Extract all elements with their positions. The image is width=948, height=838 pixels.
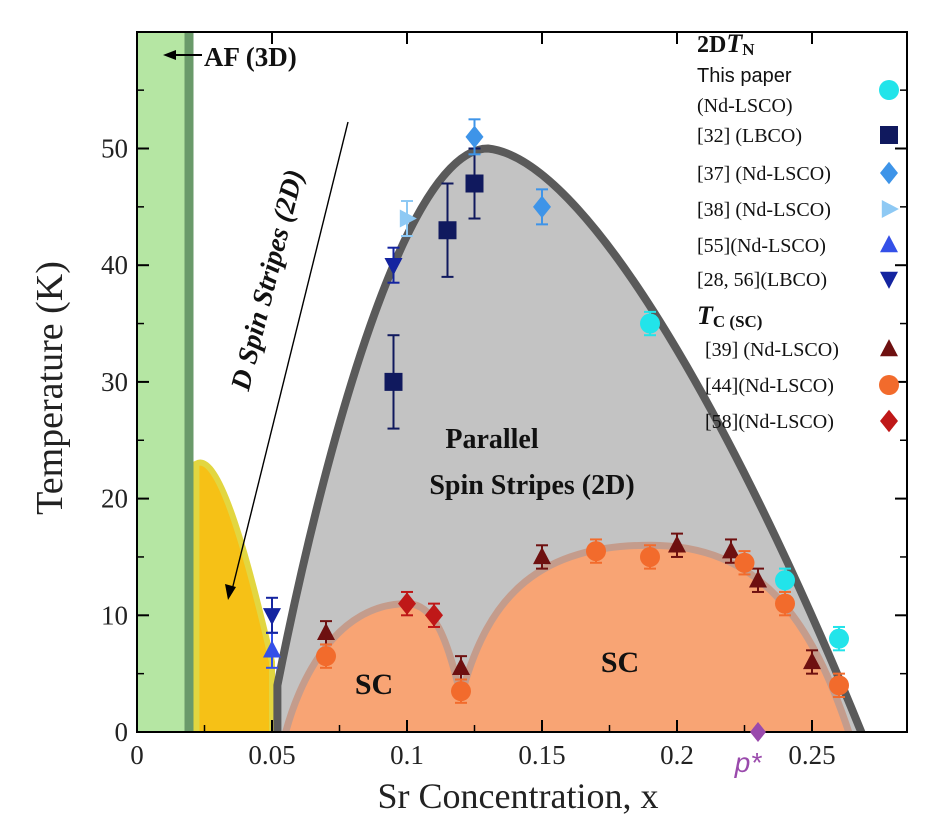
y-tick-label: 20 [101, 484, 128, 514]
series-7 [316, 538, 849, 704]
data-point [316, 646, 336, 667]
legend-marker [880, 339, 898, 357]
af-3d-label: AF (3D) [204, 42, 297, 72]
series-2 [465, 118, 551, 226]
legend-marker [880, 409, 898, 433]
legend-label: This paper [697, 65, 792, 87]
x-axis-ticks: 0 0.05 0.1 0.15 0.2 0.25 [130, 32, 836, 770]
data-point [586, 541, 606, 562]
legend-label: [39] (Nd-LSCO) [705, 339, 839, 361]
data-point [317, 622, 335, 641]
legend-label: [28, 56](LBCO) [697, 269, 827, 291]
legend-marker [880, 126, 898, 144]
data-point [263, 640, 281, 658]
data-point [398, 592, 416, 615]
data-point [465, 174, 484, 193]
data-point [384, 258, 403, 276]
x-tick-label: 0 [130, 740, 144, 770]
data-point [533, 547, 551, 565]
y-axis-ticks: 0 10 20 30 40 50 [101, 89, 907, 747]
data-point [465, 125, 484, 149]
data-point [668, 535, 686, 553]
y-tick-label: 0 [115, 717, 129, 747]
data-point [749, 570, 767, 588]
legend-item-1: [32] (LBCO) [697, 125, 898, 147]
legend-item-5: [28, 56](LBCO) [697, 269, 898, 291]
legend-label: [55](Nd-LSCO) [697, 235, 826, 257]
x-tick-label: 0.2 [660, 740, 694, 770]
x-axis-label: Sr Concentration, x [378, 776, 659, 816]
legend-marker [879, 375, 899, 395]
legend-item-2: [37] (Nd-LSCO) [697, 161, 898, 185]
legend-item-3: [38] (Nd-LSCO) [697, 199, 899, 221]
legend-marker [880, 271, 898, 289]
data-point [640, 546, 660, 567]
data-point [399, 209, 417, 228]
data-point [640, 313, 660, 334]
x-tick-label: 0.05 [248, 740, 295, 770]
legend-group-header: TC (SC) [697, 301, 762, 331]
series-5 [263, 246, 403, 634]
legend-marker [880, 161, 898, 185]
legend-item-4: [55](Nd-LSCO) [697, 235, 898, 257]
data-point [775, 570, 795, 591]
data-point [775, 593, 795, 614]
data-point [722, 541, 740, 559]
x-tick-label: 0.15 [518, 740, 565, 770]
data-point [451, 681, 471, 702]
legend-marker [880, 235, 898, 253]
parallel-label-line2: Spin Stripes (2D) [429, 470, 634, 501]
parallel-label-line1: Parallel [445, 424, 539, 455]
legend-item-8: [58](Nd-LSCO) [705, 409, 898, 433]
series-8 [398, 590, 443, 628]
data-point [829, 675, 849, 696]
sc-label-1: SC [355, 668, 393, 701]
data-point [452, 657, 470, 676]
legend: 2DTN TC (SC) This paper (Nd-LSCO) [32] (LBCO… [697, 29, 899, 433]
y-tick-label: 10 [101, 600, 128, 630]
annotation-arrows [163, 50, 349, 600]
x-tick-label: 0.1 [390, 740, 424, 770]
legend-label: (Nd-LSCO) [697, 95, 793, 117]
legend-marker [881, 200, 899, 218]
data-point [533, 195, 551, 219]
legend-label: [38] (Nd-LSCO) [697, 199, 831, 221]
legend-item-6: [39] (Nd-LSCO) [705, 339, 898, 361]
legend-item-0: This paper (Nd-LSCO) [697, 65, 899, 117]
series-1 [384, 147, 484, 430]
data-point [829, 628, 849, 649]
legend-label: [44](Nd-LSCO) [705, 375, 834, 397]
legend-marker [879, 80, 899, 100]
y-tick-label: 30 [101, 367, 128, 397]
legend-item-7: [44](Nd-LSCO) [705, 375, 899, 397]
superconducting-region [282, 541, 853, 732]
stripes-arrow-line [231, 121, 349, 591]
legend-label: [32] (LBCO) [697, 125, 802, 147]
data-series [263, 118, 849, 704]
p-star-label: p* [734, 747, 763, 778]
data-point [384, 372, 403, 391]
diagonal-stripes-label: D Spin Stripes (2D) [225, 166, 310, 394]
legend-label: [37] (Nd-LSCO) [697, 163, 831, 185]
data-point [425, 604, 443, 627]
series-3 [399, 200, 417, 238]
data-point [438, 221, 457, 240]
series-6 [317, 532, 821, 681]
data-point [263, 608, 281, 626]
data-point [734, 552, 755, 573]
p-star-marker [750, 722, 766, 742]
y-tick-label: 40 [101, 250, 128, 280]
sc-label-2: SC [601, 646, 639, 679]
legend-group-header: 2DTN [697, 29, 755, 59]
legend-label: [58](Nd-LSCO) [705, 411, 834, 433]
x-tick-label: 0.25 [788, 740, 835, 770]
data-point [803, 652, 821, 670]
diagonal-spin-stripes-region [193, 459, 275, 732]
stripes-arrow-head [225, 584, 236, 600]
y-axis-label: Temperature (K) [29, 261, 71, 515]
af-arrow-head [163, 50, 176, 60]
y-tick-label: 50 [101, 134, 128, 164]
